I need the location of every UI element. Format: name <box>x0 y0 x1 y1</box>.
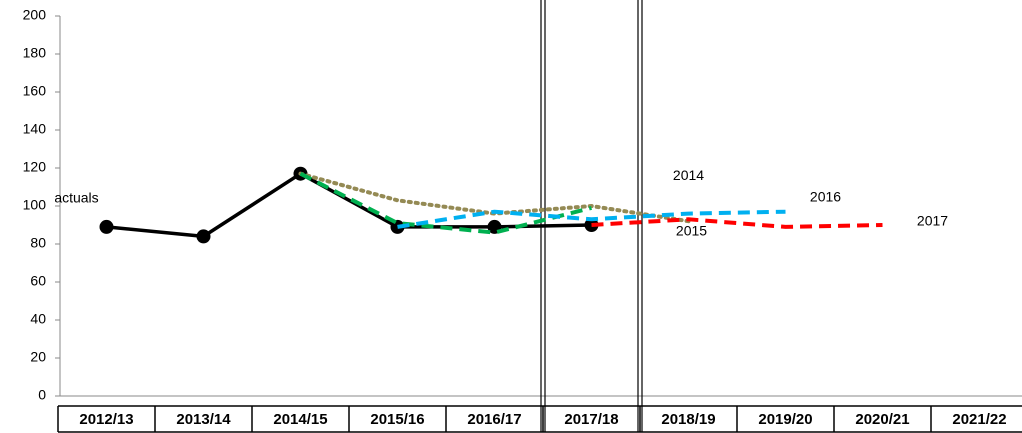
series-line <box>106 171 592 239</box>
y-tick-label: 20 <box>30 349 46 365</box>
y-tick-label: 140 <box>23 121 47 137</box>
series-label: actuals <box>54 190 98 206</box>
series-line <box>298 171 691 224</box>
x-tick-label: 2014/15 <box>273 411 327 428</box>
y-tick-label: 100 <box>23 197 47 213</box>
marker <box>99 219 114 234</box>
y-tick-label: 80 <box>30 235 46 251</box>
x-tick-label: 2015/16 <box>370 411 424 428</box>
series-label: 2014 <box>673 167 704 183</box>
x-tick-label: 2017/18 <box>564 411 618 428</box>
x-tick-label: 2013/14 <box>176 411 231 428</box>
x-tick-label: 2020/21 <box>855 411 909 428</box>
y-tick-label: 180 <box>23 45 47 61</box>
series-label: 2016 <box>810 188 841 204</box>
x-tick-label: 2019/20 <box>758 411 812 428</box>
series-line <box>299 171 592 235</box>
series-line <box>397 209 786 229</box>
x-tick-label: 2012/13 <box>79 411 133 428</box>
x-tick-label: 2018/19 <box>661 411 715 428</box>
y-tick-label: 0 <box>38 387 46 403</box>
marker <box>196 229 211 244</box>
x-tick-label: 2021/22 <box>952 411 1006 428</box>
x-tick-label: 2016/17 <box>467 411 521 428</box>
y-tick-label: 60 <box>30 273 46 289</box>
series-line <box>591 217 883 229</box>
series-label: 2017 <box>917 213 948 229</box>
y-tick-label: 120 <box>23 159 47 175</box>
y-tick-label: 160 <box>23 83 47 99</box>
series-label: 2015 <box>676 223 707 239</box>
y-tick-label: 40 <box>30 311 46 327</box>
y-tick-label: 200 <box>23 7 47 23</box>
